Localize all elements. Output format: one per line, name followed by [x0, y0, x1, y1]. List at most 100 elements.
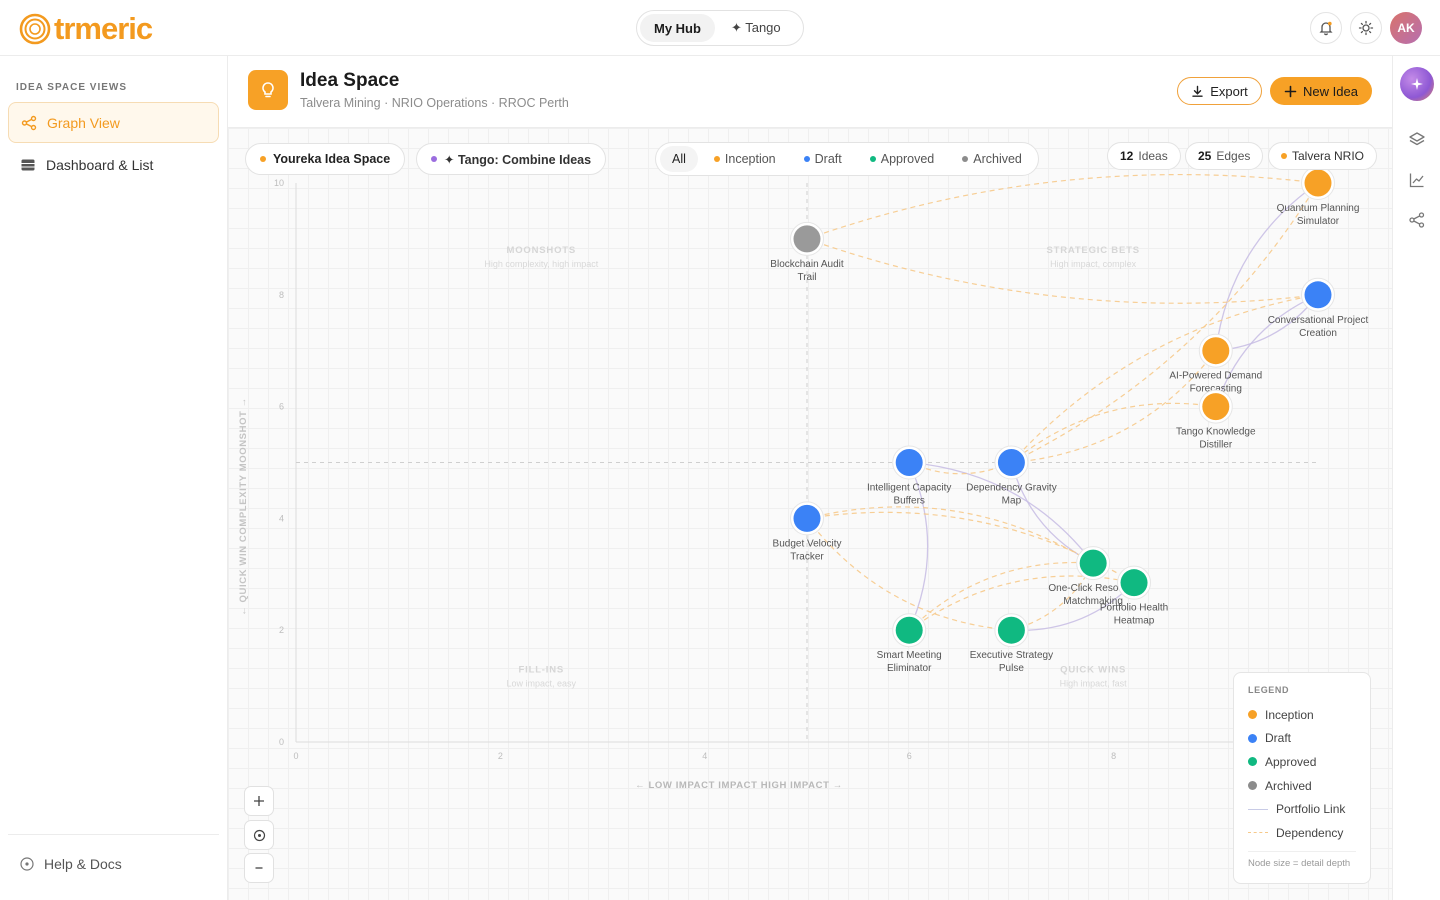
filter-approved[interactable]: Approved: [858, 146, 947, 172]
legend-item-dependency: Dependency: [1248, 821, 1356, 845]
layers-button[interactable]: [1407, 130, 1427, 150]
dependency-edge: [1011, 350, 1217, 464]
status-filter-bar: All Inception Draft Approved Archived: [655, 142, 1039, 176]
quadrant-description: High complexity, high impact: [484, 259, 598, 269]
notifications-button[interactable]: [1310, 12, 1342, 44]
idea-node-sme: [895, 616, 923, 644]
export-button[interactable]: Export: [1177, 77, 1262, 105]
org-label: Talvera NRIO: [1292, 149, 1365, 163]
idea-node-label: Forecasting: [1190, 384, 1242, 395]
ideas-label: Ideas: [1138, 149, 1168, 163]
filter-archived[interactable]: Archived: [950, 146, 1034, 172]
logo-text: trmeric: [54, 11, 153, 46]
share-button[interactable]: [1407, 210, 1427, 230]
tango-combine-button[interactable]: ✦ Tango: Combine Ideas: [416, 143, 607, 175]
idea-node-apd: [1202, 337, 1230, 365]
legend-label: Draft: [1265, 731, 1292, 746]
dependency-edge: [1011, 182, 1319, 464]
legend-item-approved: Approved: [1248, 750, 1356, 774]
portfolio-link-edge: [908, 462, 929, 631]
sidebar-item-label: Dashboard & List: [46, 156, 154, 173]
quadrant-title: FILL-INS: [519, 664, 564, 675]
help-docs-link[interactable]: Help & Docs: [20, 856, 122, 872]
draft-dot-icon: [803, 156, 810, 162]
idea-node-label: Tracker: [790, 551, 824, 562]
legend-label: Portfolio Link: [1276, 802, 1346, 817]
idea-node-label: Map: [1002, 496, 1022, 507]
tango-combine-label: ✦ Tango: Combine Ideas: [444, 152, 592, 167]
user-avatar[interactable]: AK: [1390, 12, 1422, 44]
recenter-button[interactable]: [244, 820, 274, 850]
x-tick-label: 8: [1111, 751, 1116, 761]
hub-toggle: My Hub ✦ Tango: [636, 10, 804, 46]
dependency-edge: [806, 173, 1319, 240]
idea-node-icb: [895, 449, 923, 476]
idea-node-label: Dependency Gravity: [966, 483, 1057, 494]
archived-dot-icon: [1248, 781, 1257, 791]
download-icon: [1192, 85, 1203, 97]
legend-label: Archived: [1265, 778, 1312, 793]
inception-dot-icon: [1248, 710, 1257, 720]
idea-node-qps: [1304, 169, 1332, 197]
filter-draft[interactable]: Draft: [792, 146, 854, 172]
new-idea-label: New Idea: [1303, 83, 1358, 99]
idea-node-esp: [997, 616, 1025, 644]
filter-inception[interactable]: Inception: [702, 146, 788, 172]
ideas-count: 12: [1120, 149, 1134, 163]
export-label: Export: [1210, 83, 1248, 99]
graph-icon: [21, 115, 37, 130]
right-rail: [1392, 56, 1440, 900]
idea-space-selector[interactable]: Youreka Idea Space: [245, 143, 406, 175]
legend-item-archived: Archived: [1248, 774, 1356, 798]
dependency-edge: [1010, 294, 1319, 463]
my-hub-tab[interactable]: My Hub: [640, 14, 715, 42]
trends-button[interactable]: [1407, 170, 1427, 190]
quadrant-title: STRATEGIC BETS: [1046, 245, 1139, 256]
sidebar-item-label: Graph View: [47, 114, 120, 131]
portfolio-link-edge: [1215, 182, 1319, 351]
graph-canvas[interactable]: 0 2 4 6 8 0 2 4 6 8 10 ← LOW IMPACT IMPACT HIGH IMP…: [228, 128, 1392, 900]
quadrant-description: High impact, complex: [1050, 259, 1137, 269]
sidebar-item-graph-view[interactable]: Graph View: [8, 102, 219, 143]
filter-all[interactable]: All: [660, 146, 698, 172]
idea-node-label: Conversational Project: [1268, 315, 1369, 326]
zoom-out-button[interactable]: [244, 853, 274, 883]
new-idea-button[interactable]: New Idea: [1270, 77, 1372, 105]
idea-node-bat: [793, 225, 821, 253]
idea-node-label: Smart Meeting: [877, 650, 942, 661]
org-filter-pill[interactable]: Talvera NRIO: [1268, 142, 1378, 170]
y-tick-label: 8: [279, 290, 284, 300]
tango-tab[interactable]: ✦ Tango: [730, 20, 781, 35]
idea-space-icon: [248, 70, 288, 110]
idea-node-label: Creation: [1299, 328, 1337, 339]
x-axis-label: ← LOW IMPACT IMPACT HIGH IMPACT →: [635, 780, 843, 791]
sidebar: IDEA SPACE VIEWS Graph View Dashboard & …: [0, 56, 228, 900]
ideas-count-badge: 12 Ideas: [1107, 142, 1181, 170]
graph-legend: LEGEND Inception Draft Approved Archived…: [1233, 672, 1371, 884]
zoom-in-button[interactable]: [244, 786, 274, 816]
idea-node-dgm: [997, 449, 1025, 476]
logo-ring-icon: [19, 13, 51, 45]
ai-assistant-button[interactable]: [1400, 67, 1434, 101]
idea-graph: 0 2 4 6 8 0 2 4 6 8 10 ← LOW IMPACT IMPACT HIGH IMP…: [238, 166, 1369, 791]
idea-node-label: AI-Powered Demand: [1169, 371, 1262, 382]
quadrant-description: High impact, fast: [1060, 678, 1128, 688]
legend-item-draft: Draft: [1248, 727, 1356, 751]
idea-node-label: Quantum Planning: [1277, 203, 1360, 214]
idea-node-label: Intelligent Capacity: [867, 483, 952, 494]
theme-toggle-button[interactable]: [1350, 12, 1382, 44]
sidebar-item-dashboard-list[interactable]: Dashboard & List: [8, 144, 219, 185]
idea-node-label: Executive Strategy: [970, 650, 1053, 661]
sun-icon: [1358, 20, 1374, 36]
sparkle-icon: [1411, 78, 1423, 90]
dependency-edge: [908, 561, 1094, 631]
approved-dot-icon: [869, 156, 876, 162]
lightbulb-icon: [262, 82, 274, 98]
idea-node-label: Eliminator: [887, 663, 932, 674]
filter-label: Archived: [973, 152, 1022, 166]
top-bar: trmeric My Hub ✦ Tango AK: [0, 0, 1440, 56]
target-icon: [253, 829, 265, 841]
filter-label: Draft: [814, 152, 842, 166]
idea-node-label: Trail: [797, 272, 816, 283]
trmeric-logo[interactable]: trmeric: [18, 11, 153, 46]
